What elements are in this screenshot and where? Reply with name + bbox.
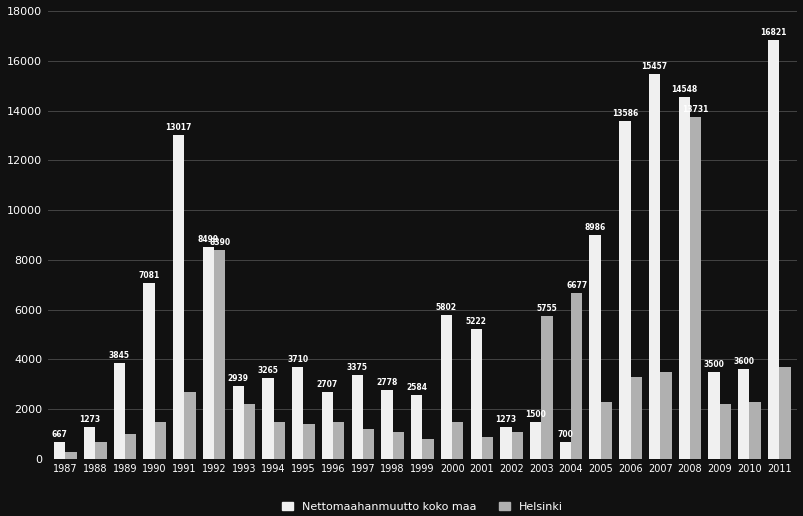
Bar bbox=[154, 422, 165, 459]
Bar bbox=[65, 452, 76, 459]
Text: 3710: 3710 bbox=[287, 354, 308, 364]
Bar bbox=[332, 422, 344, 459]
Bar bbox=[54, 442, 65, 459]
Bar bbox=[202, 248, 214, 459]
Bar bbox=[392, 431, 403, 459]
Bar bbox=[303, 424, 314, 459]
Text: 7081: 7081 bbox=[138, 271, 160, 280]
Bar bbox=[570, 293, 581, 459]
Bar bbox=[748, 402, 760, 459]
Bar bbox=[362, 429, 373, 459]
Bar bbox=[422, 439, 433, 459]
Bar bbox=[767, 40, 778, 459]
Text: 700: 700 bbox=[556, 430, 573, 439]
Bar bbox=[659, 372, 671, 459]
Bar bbox=[630, 377, 641, 459]
Bar bbox=[511, 431, 522, 459]
Bar bbox=[273, 422, 284, 459]
Text: 1273: 1273 bbox=[79, 415, 100, 424]
Bar bbox=[124, 434, 136, 459]
Bar bbox=[321, 392, 332, 459]
Bar bbox=[351, 375, 362, 459]
Text: 8390: 8390 bbox=[209, 238, 230, 247]
Text: 5802: 5802 bbox=[435, 302, 456, 312]
Bar bbox=[381, 390, 392, 459]
Bar bbox=[529, 422, 540, 459]
Text: 3265: 3265 bbox=[257, 366, 278, 375]
Text: 667: 667 bbox=[52, 430, 67, 440]
Text: 8499: 8499 bbox=[198, 235, 218, 245]
Text: 16821: 16821 bbox=[760, 28, 786, 37]
Bar bbox=[173, 135, 184, 459]
Text: 1273: 1273 bbox=[495, 415, 516, 424]
Text: 3375: 3375 bbox=[346, 363, 367, 372]
Bar bbox=[589, 235, 600, 459]
Text: 2939: 2939 bbox=[227, 374, 248, 383]
Bar bbox=[737, 369, 748, 459]
Bar bbox=[243, 404, 255, 459]
Bar bbox=[84, 427, 95, 459]
Bar bbox=[689, 117, 700, 459]
Bar bbox=[184, 392, 195, 459]
Text: 5222: 5222 bbox=[465, 317, 486, 326]
Bar bbox=[440, 315, 451, 459]
Text: 2707: 2707 bbox=[316, 380, 338, 389]
Text: 3845: 3845 bbox=[108, 351, 129, 360]
Text: 8986: 8986 bbox=[584, 223, 605, 232]
Bar bbox=[600, 402, 611, 459]
Text: 13017: 13017 bbox=[165, 123, 192, 132]
Bar bbox=[143, 283, 154, 459]
Bar bbox=[410, 395, 422, 459]
Bar bbox=[451, 422, 463, 459]
Bar bbox=[470, 329, 481, 459]
Bar bbox=[678, 97, 689, 459]
Bar bbox=[648, 74, 659, 459]
Text: 3500: 3500 bbox=[703, 360, 724, 369]
Legend: Nettomaahanmuutto koko maa, Helsinki: Nettomaahanmuutto koko maa, Helsinki bbox=[277, 497, 566, 516]
Bar bbox=[559, 442, 570, 459]
Bar bbox=[214, 250, 225, 459]
Bar bbox=[481, 437, 492, 459]
Bar bbox=[719, 404, 730, 459]
Text: 14548: 14548 bbox=[671, 85, 696, 94]
Bar bbox=[95, 442, 106, 459]
Text: 6677: 6677 bbox=[565, 281, 586, 290]
Bar bbox=[707, 372, 719, 459]
Bar bbox=[499, 427, 511, 459]
Bar bbox=[540, 316, 552, 459]
Text: 5755: 5755 bbox=[536, 304, 556, 313]
Bar bbox=[618, 121, 630, 459]
Bar bbox=[778, 367, 789, 459]
Text: 3600: 3600 bbox=[732, 358, 753, 366]
Text: 13731: 13731 bbox=[682, 105, 708, 114]
Text: 1500: 1500 bbox=[524, 410, 545, 418]
Bar bbox=[113, 363, 124, 459]
Text: 2584: 2584 bbox=[406, 383, 426, 392]
Bar bbox=[262, 378, 273, 459]
Text: 15457: 15457 bbox=[641, 62, 666, 71]
Text: 2778: 2778 bbox=[376, 378, 397, 387]
Bar bbox=[232, 386, 243, 459]
Bar bbox=[291, 367, 303, 459]
Text: 13586: 13586 bbox=[611, 109, 638, 118]
